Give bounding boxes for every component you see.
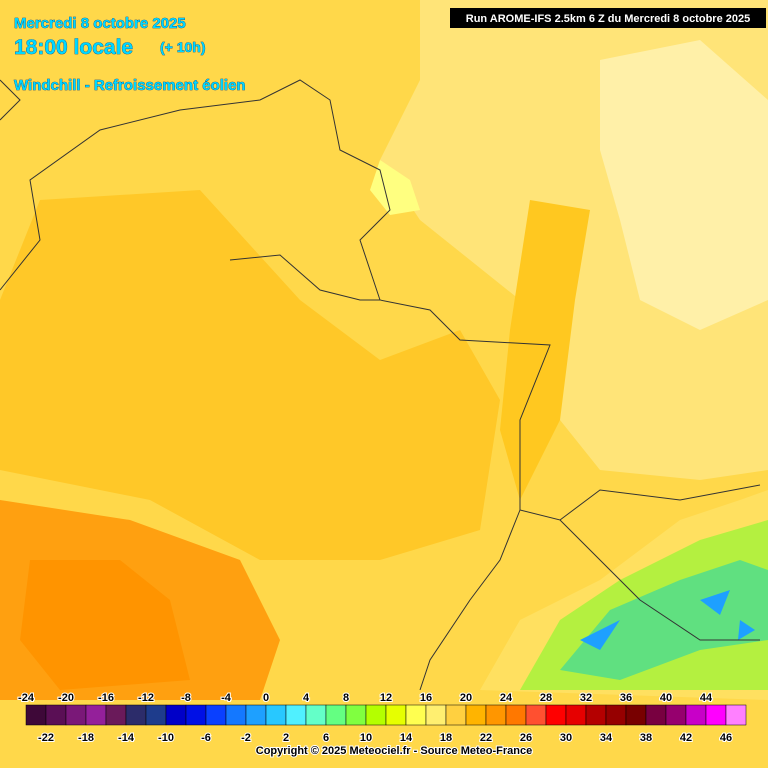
legend-cell <box>625 704 647 726</box>
legend-label: 24 <box>500 692 513 704</box>
legend-label: 0 <box>263 692 269 704</box>
legend-label: 34 <box>600 732 613 744</box>
legend-cell <box>145 704 167 726</box>
legend: -24-22-20-18-16-14-12-10-8-6-4-202468101… <box>17 691 747 745</box>
time: 18:00 locale <box>14 36 133 59</box>
legend-cell <box>285 704 307 726</box>
legend-label: 26 <box>520 732 532 744</box>
legend-label: 28 <box>540 692 552 704</box>
legend-label: 6 <box>323 732 329 744</box>
legend-label: 42 <box>680 732 692 744</box>
legend-label: -8 <box>181 692 191 704</box>
warm-area <box>500 200 590 500</box>
legend-label: 32 <box>580 692 592 704</box>
warm-area <box>20 560 190 690</box>
legend-cell <box>725 704 747 726</box>
legend-cell <box>525 704 547 726</box>
legend-label: -24 <box>18 692 35 704</box>
legend-label: -22 <box>38 732 54 744</box>
legend-cell <box>685 704 707 726</box>
borders <box>0 79 761 691</box>
legend-cell <box>445 704 467 726</box>
legend-cell <box>305 704 327 726</box>
legend-cell <box>545 704 567 726</box>
legend-label: 22 <box>480 732 492 744</box>
legend-label: 14 <box>400 732 413 744</box>
legend-cell <box>565 704 587 726</box>
legend-label: -2 <box>241 732 251 744</box>
legend-label: -6 <box>201 732 211 744</box>
copyright: Copyright © 2025 Meteociel.fr - Source M… <box>256 745 532 757</box>
legend-label: 2 <box>283 732 289 744</box>
legend-label: -10 <box>158 732 174 744</box>
legend-cell <box>85 704 107 726</box>
legend-label: 20 <box>460 692 472 704</box>
legend-cell <box>105 704 127 726</box>
legend-label: 4 <box>303 692 310 704</box>
legend-label: 30 <box>560 732 572 744</box>
legend-cell <box>325 704 347 726</box>
legend-label: -18 <box>78 732 94 744</box>
legend-cell <box>365 704 387 726</box>
legend-cell <box>705 704 727 726</box>
legend-label: 16 <box>420 692 432 704</box>
legend-label: 40 <box>660 692 672 704</box>
legend-cell <box>65 704 87 726</box>
legend-label: -12 <box>138 692 154 704</box>
legend-label: 18 <box>440 732 452 744</box>
warm-area <box>0 190 500 560</box>
lead-time: (+ 10h) <box>160 39 206 55</box>
legend-cell <box>125 704 147 726</box>
legend-cell <box>505 704 527 726</box>
legend-label: -16 <box>98 692 114 704</box>
legend-cell <box>585 704 607 726</box>
legend-cell <box>645 704 667 726</box>
legend-label: -4 <box>221 692 232 704</box>
legend-cell <box>265 704 287 726</box>
legend-cell <box>665 704 687 726</box>
legend-cell <box>465 704 487 726</box>
legend-cell <box>185 704 207 726</box>
legend-cell <box>605 704 627 726</box>
parameter: Windchill - Refroissement éolien <box>14 77 246 94</box>
legend-cell <box>245 704 267 726</box>
legend-cell <box>425 704 447 726</box>
cool-spot <box>370 160 420 215</box>
light-area <box>600 40 768 330</box>
legend-label: 44 <box>700 692 713 704</box>
legend-cell <box>385 704 407 726</box>
legend-cell <box>485 704 507 726</box>
legend-cell <box>205 704 227 726</box>
legend-label: 38 <box>640 732 652 744</box>
legend-label: -14 <box>118 732 135 744</box>
legend-cell <box>345 704 367 726</box>
legend-cell <box>45 704 67 726</box>
legend-cell <box>165 704 187 726</box>
legend-label: -20 <box>58 692 74 704</box>
alps-cold <box>580 590 755 650</box>
date: Mercredi 8 octobre 2025 <box>14 15 186 32</box>
legend-label: 10 <box>360 732 372 744</box>
run-info: Run AROME-IFS 2.5km 6 Z du Mercredi 8 oc… <box>466 13 750 25</box>
legend-label: 46 <box>720 732 732 744</box>
run-banner <box>450 8 766 28</box>
alps <box>560 560 768 680</box>
legend-label: 12 <box>380 692 392 704</box>
legend-cell <box>25 704 47 726</box>
legend-cell <box>405 704 427 726</box>
legend-label: 8 <box>343 692 349 704</box>
legend-label: 36 <box>620 692 632 704</box>
legend-cell <box>225 704 247 726</box>
